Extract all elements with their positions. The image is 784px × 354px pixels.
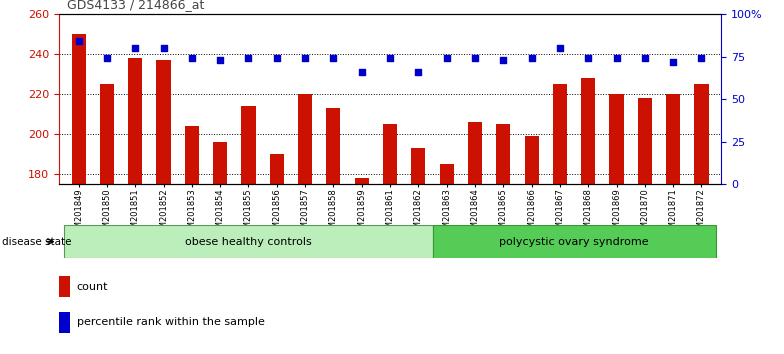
Bar: [383, 124, 397, 184]
Bar: [666, 94, 681, 184]
Point: [412, 69, 425, 75]
Point: [242, 56, 255, 61]
Bar: [468, 122, 482, 184]
Bar: [609, 94, 623, 184]
Bar: [326, 108, 340, 184]
Point: [554, 45, 566, 51]
Bar: [553, 84, 567, 184]
Point: [327, 56, 339, 61]
Point: [299, 56, 311, 61]
Bar: [433, 225, 716, 258]
Text: count: count: [77, 282, 108, 292]
Point: [270, 56, 283, 61]
Point: [497, 57, 510, 63]
Text: GDS4133 / 214866_at: GDS4133 / 214866_at: [67, 0, 204, 11]
Bar: [581, 78, 595, 184]
Point: [695, 56, 708, 61]
Bar: [695, 84, 709, 184]
Bar: [270, 154, 284, 184]
Point: [384, 56, 397, 61]
Point: [355, 69, 368, 75]
Point: [667, 59, 680, 64]
Bar: [637, 98, 652, 184]
Bar: [524, 136, 539, 184]
Point: [72, 39, 85, 44]
Bar: [59, 276, 70, 297]
Bar: [440, 164, 454, 184]
Bar: [71, 34, 85, 184]
Point: [582, 56, 594, 61]
Point: [441, 56, 453, 61]
Text: obese healthy controls: obese healthy controls: [185, 236, 312, 247]
Bar: [128, 58, 143, 184]
Point: [639, 56, 652, 61]
Bar: [496, 124, 510, 184]
Bar: [64, 225, 433, 258]
Bar: [185, 126, 199, 184]
Bar: [241, 106, 256, 184]
Text: percentile rank within the sample: percentile rank within the sample: [77, 317, 264, 327]
Point: [186, 56, 198, 61]
Bar: [213, 142, 227, 184]
Point: [214, 57, 227, 63]
Bar: [100, 84, 114, 184]
Point: [100, 56, 113, 61]
Point: [469, 56, 481, 61]
Bar: [157, 60, 171, 184]
Bar: [412, 148, 426, 184]
Point: [610, 56, 622, 61]
Point: [158, 45, 170, 51]
Text: disease state: disease state: [2, 236, 72, 247]
Bar: [298, 94, 312, 184]
Bar: [59, 312, 70, 333]
Point: [525, 56, 538, 61]
Text: polycystic ovary syndrome: polycystic ovary syndrome: [499, 236, 649, 247]
Bar: [354, 178, 368, 184]
Point: [129, 45, 141, 51]
